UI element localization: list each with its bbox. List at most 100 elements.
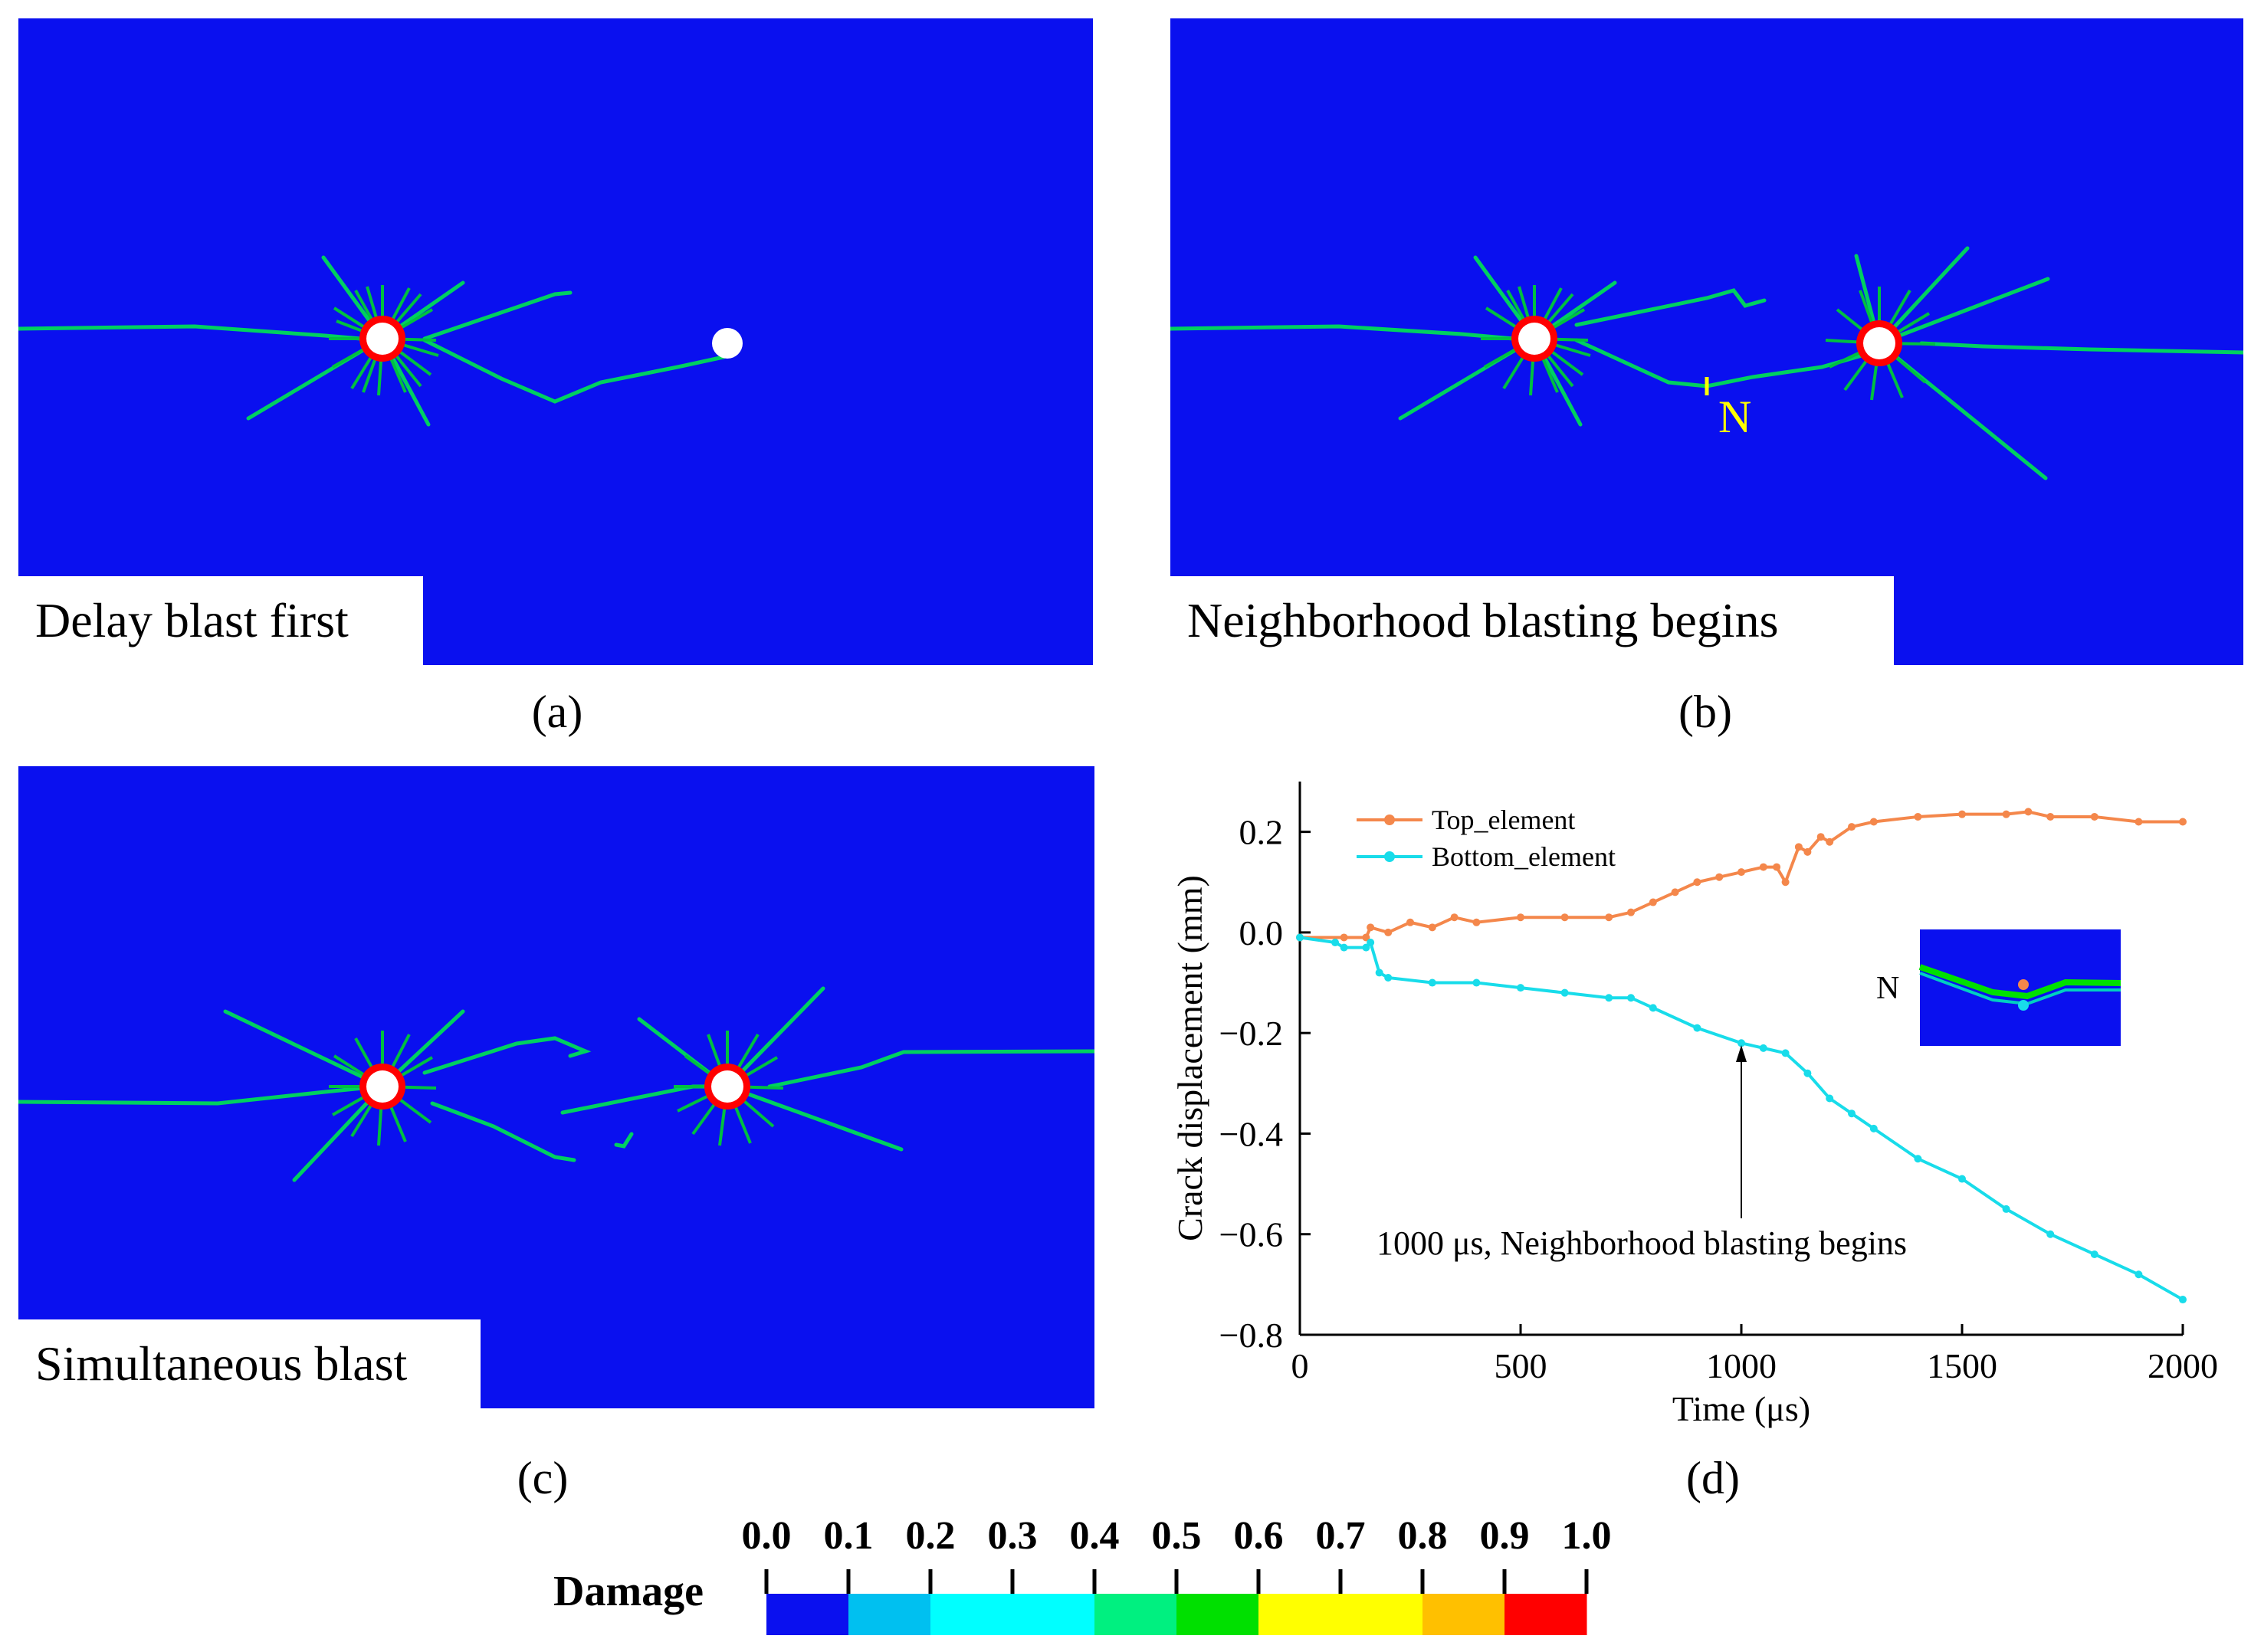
colorbar-tick-label: 0.8 <box>1397 1514 1448 1558</box>
series-point-Top_element <box>1517 913 1524 922</box>
series-point-Bottom_element <box>2179 1296 2187 1304</box>
y-axis-label: Crack displacement (mm) <box>1170 875 1209 1241</box>
panel-a-label: Delay blast first <box>18 576 423 665</box>
series-point-Top_element <box>1450 913 1459 922</box>
series-point-Bottom_element <box>1914 1155 1922 1163</box>
series-point-Bottom_element <box>2090 1250 2098 1258</box>
panel-b-damage-field: N <box>1170 18 2243 665</box>
series-point-Bottom_element <box>1331 939 1340 947</box>
series-point-Top_element <box>1693 878 1701 887</box>
panel-b-caption: (b) <box>1678 687 1732 737</box>
y-tick-label: −0.6 <box>1219 1215 1283 1254</box>
series-point-Bottom_element <box>1649 1004 1657 1012</box>
marker-N: N <box>1718 392 1751 442</box>
series-point-Bottom_element <box>1517 984 1524 992</box>
colorbar-tick-label: 0.6 <box>1233 1514 1284 1558</box>
y-tick-label: −0.2 <box>1219 1014 1283 1053</box>
panel-c-caption: (c) <box>517 1453 569 1503</box>
colorbar-tick-label: 0.2 <box>905 1514 956 1558</box>
series-point-Bottom_element <box>1375 969 1383 977</box>
y-tick-label: 0.0 <box>1239 913 1284 952</box>
inset-crack <box>1918 964 2121 1000</box>
inset-top-point <box>2018 979 2029 990</box>
legend-label-Bottom_element: Bottom_element <box>1432 841 1616 872</box>
series-point-Bottom_element <box>1781 1049 1790 1057</box>
colorbar-segment <box>1176 1594 1259 1635</box>
panel-a-caption: (a) <box>531 687 583 737</box>
series-point-Top_element <box>1781 878 1790 887</box>
panel-d-chart: 0 500 1000 1500 2000 0.2 0.0 −0.2 −0.4 −0.6 −0.8 Ti… <box>1170 782 2218 1428</box>
series-point-Bottom_element <box>1848 1110 1856 1118</box>
annotation-arrowhead <box>1736 1045 1747 1062</box>
colorbar-tick-label: 0.3 <box>987 1514 1038 1558</box>
series-point-Bottom_element <box>2135 1270 2143 1279</box>
colorbar-segment <box>848 1594 931 1635</box>
colorbar <box>764 1569 1589 1635</box>
legend-marker-Bottom_element <box>1384 851 1395 862</box>
series-point-Top_element <box>2135 818 2143 826</box>
series-point-Top_element <box>1428 923 1436 932</box>
series-point-Top_element <box>1914 812 1922 821</box>
series-point-Top_element <box>1826 837 1834 846</box>
series-point-Bottom_element <box>1605 994 1613 1002</box>
x-tick-label: 0 <box>1291 1346 1309 1385</box>
series-point-Bottom_element <box>1296 933 1304 942</box>
series-point-Top_element <box>1560 913 1569 922</box>
colorbar-segment <box>1094 1594 1177 1635</box>
series-point-Bottom_element <box>1472 978 1481 987</box>
panel-b: N Neighborhood blasting begins <box>1170 18 2243 665</box>
panel-a: Delay blast first <box>18 18 1093 665</box>
panel-c-damage-field <box>18 766 1094 1408</box>
series-point-Top_element <box>2179 818 2187 826</box>
series-point-Top_element <box>1715 873 1724 881</box>
inset-bottom-point <box>2018 1000 2029 1011</box>
inset-label: N <box>1876 971 1899 1006</box>
legend-marker-Top_element <box>1384 815 1395 825</box>
panel-b-label: Neighborhood blasting begins <box>1170 576 1894 665</box>
series-point-Top_element <box>1759 863 1767 871</box>
series-point-Top_element <box>2024 808 2033 816</box>
panel-c: Simultaneous blast <box>18 766 1094 1408</box>
x-tick-label: 500 <box>1495 1346 1547 1385</box>
series-point-Bottom_element <box>1362 943 1370 952</box>
panel-c-label: Simultaneous blast <box>18 1319 481 1408</box>
series-point-Top_element <box>1362 933 1370 942</box>
x-axis-label: Time (μs) <box>1672 1389 1810 1428</box>
series-point-Bottom_element <box>1737 1039 1745 1047</box>
colorbar-title: Damage <box>553 1568 704 1615</box>
series-point-Top_element <box>2002 810 2010 818</box>
series-point-Top_element <box>1848 823 1856 831</box>
series-point-Top_element <box>1384 928 1393 936</box>
series-point-Bottom_element <box>1869 1124 1878 1132</box>
series-point-Bottom_element <box>1958 1175 1966 1183</box>
series-point-Bottom_element <box>1627 994 1635 1002</box>
y-tick-label: −0.8 <box>1219 1316 1283 1355</box>
colorbar-segment <box>1340 1594 1423 1635</box>
x-tick-label: 1000 <box>1706 1346 1777 1385</box>
series-point-Bottom_element <box>2046 1230 2055 1238</box>
colorbar-segment <box>766 1594 849 1635</box>
colorbar-segment <box>1422 1594 1505 1635</box>
series-point-Bottom_element <box>1826 1094 1834 1103</box>
panel-a-damage-field <box>18 18 1093 665</box>
series-point-Top_element <box>1958 810 1966 818</box>
series-point-Top_element <box>1737 868 1745 877</box>
series-point-Top_element <box>1406 918 1414 926</box>
series-point-Top_element <box>1649 898 1657 906</box>
panel-d-caption: (d) <box>1686 1453 1740 1503</box>
colorbar-segment <box>930 1594 1013 1635</box>
x-tick-label: 1500 <box>1927 1346 1997 1385</box>
chart-plot-area: 0 500 1000 1500 2000 0.2 0.0 −0.2 −0.4 −0.6 −0.8 Ti… <box>1170 782 2218 1428</box>
colorbar-segment <box>1012 1594 1095 1635</box>
colorbar-segment <box>1504 1594 1587 1635</box>
series-point-Top_element <box>1773 863 1781 871</box>
series-point-Top_element <box>1605 913 1613 922</box>
series-point-Bottom_element <box>1759 1044 1767 1052</box>
series-point-Bottom_element <box>1340 943 1348 952</box>
colorbar-tick-label: 0.5 <box>1151 1514 1202 1558</box>
legend-label-Top_element: Top_element <box>1432 805 1575 835</box>
y-tick-label: −0.4 <box>1219 1114 1283 1153</box>
series-point-Top_element <box>1794 843 1803 851</box>
x-tick-label: 2000 <box>2148 1346 2218 1385</box>
colorbar-tick-label: 0.7 <box>1315 1514 1366 1558</box>
